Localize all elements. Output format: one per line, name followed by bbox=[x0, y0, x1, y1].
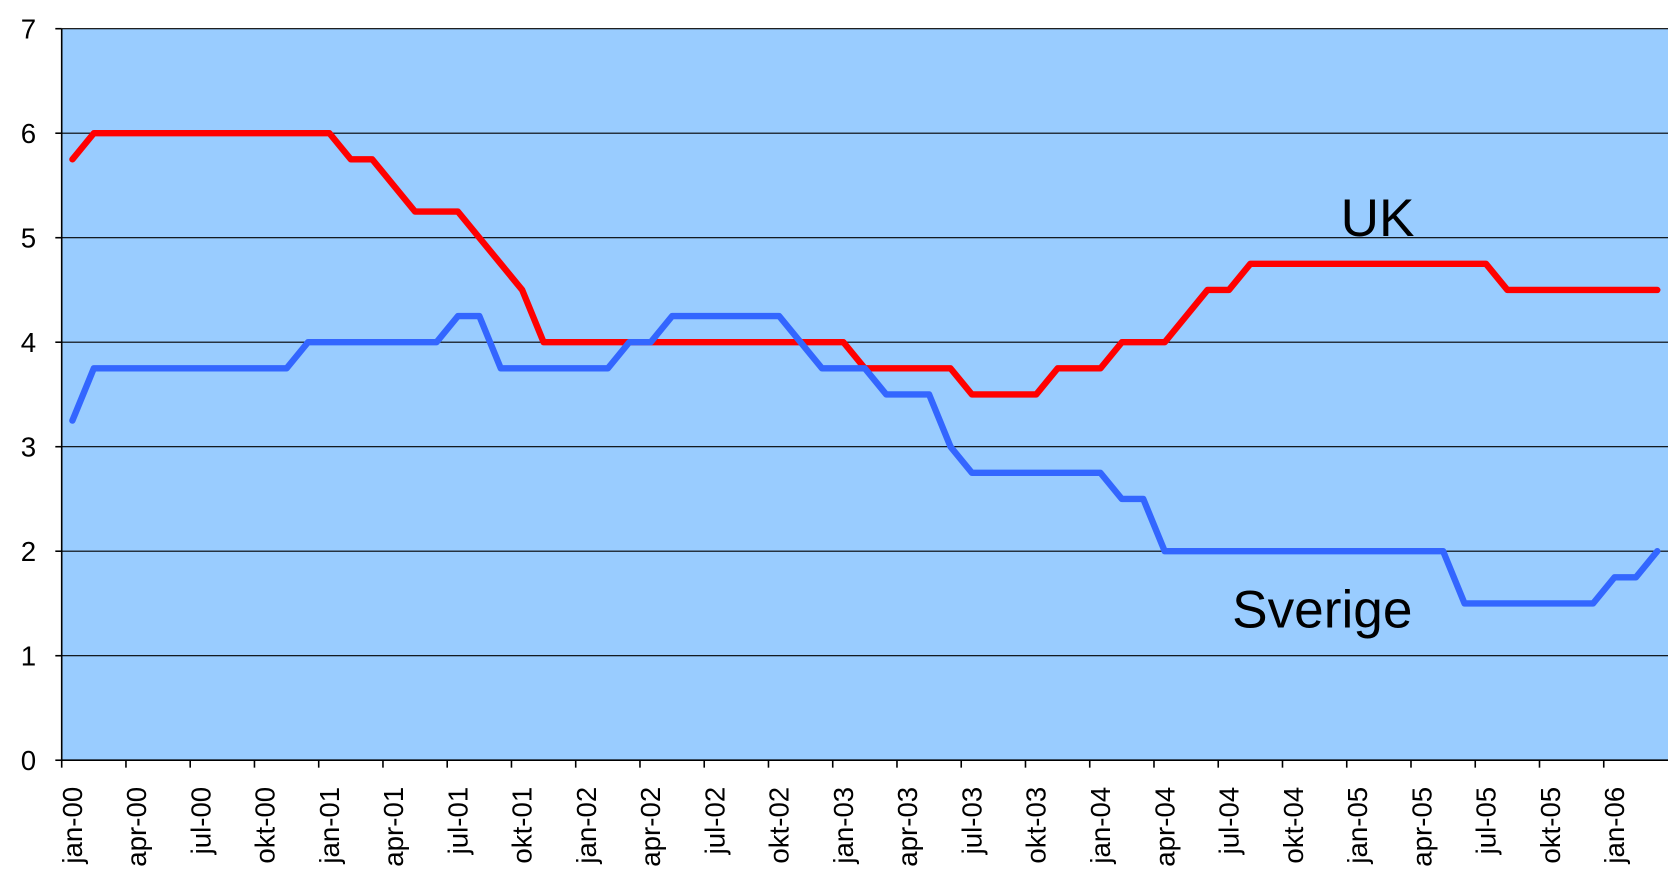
x-tick-label: jul-02 bbox=[699, 787, 730, 856]
y-tick-label: 6 bbox=[21, 118, 36, 149]
x-tick-label: apr-04 bbox=[1149, 787, 1180, 867]
y-tick-label: 7 bbox=[21, 13, 36, 44]
y-tick-label: 3 bbox=[21, 431, 36, 462]
x-tick-label: okt-02 bbox=[764, 787, 795, 864]
x-tick-label: jan-01 bbox=[314, 787, 345, 865]
plot-area bbox=[61, 28, 1668, 761]
x-tick-label: apr-05 bbox=[1406, 787, 1437, 867]
x-tick-label: okt-03 bbox=[1021, 787, 1052, 864]
x-tick-label: jan-06 bbox=[1599, 787, 1630, 865]
x-tick-label: jul-00 bbox=[185, 787, 216, 856]
series-label: UK bbox=[1341, 189, 1415, 248]
x-tick-label: apr-02 bbox=[635, 787, 666, 867]
y-tick-label: 5 bbox=[21, 222, 36, 253]
y-tick-label: 2 bbox=[21, 536, 36, 567]
x-tick-label: jul-05 bbox=[1471, 787, 1502, 856]
y-tick-label: 1 bbox=[21, 640, 36, 671]
x-tick-label: apr-01 bbox=[378, 787, 409, 867]
x-tick-label: apr-03 bbox=[892, 787, 923, 867]
x-tick-label: jan-05 bbox=[1342, 787, 1373, 865]
y-tick-label: 4 bbox=[21, 327, 36, 358]
x-tick-label: okt-05 bbox=[1535, 787, 1566, 864]
x-tick-label: jul-01 bbox=[442, 787, 473, 856]
series-line bbox=[69, 312, 1661, 607]
x-tick-label: jan-02 bbox=[571, 787, 602, 865]
x-tick-label: apr-00 bbox=[121, 787, 152, 867]
x-tick-label: jul-04 bbox=[1214, 787, 1245, 856]
x-tick-label: jan-00 bbox=[57, 787, 88, 865]
x-tick-label: okt-01 bbox=[507, 787, 538, 864]
x-tick-label: jul-03 bbox=[957, 787, 988, 856]
x-tick-label: okt-00 bbox=[250, 787, 281, 864]
series-label: Sverige bbox=[1232, 580, 1412, 639]
x-tick-label: jan-04 bbox=[1085, 787, 1116, 865]
x-tick-label: jan-03 bbox=[828, 787, 859, 865]
x-tick-label: okt-04 bbox=[1278, 787, 1309, 864]
y-tick-label: 0 bbox=[21, 745, 36, 776]
